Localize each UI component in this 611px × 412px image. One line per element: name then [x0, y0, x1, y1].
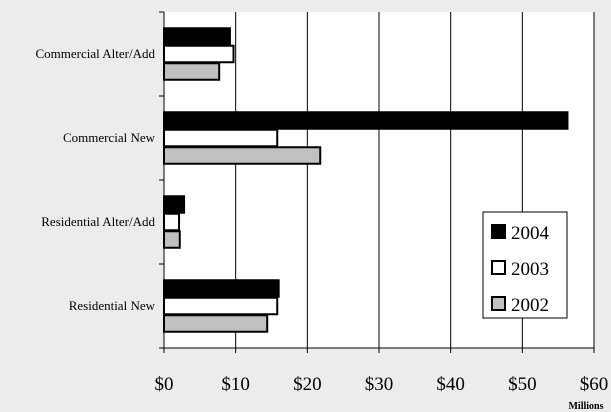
category-label: Residential New	[69, 298, 156, 313]
category-label: Commercial New	[63, 130, 156, 145]
bar-2004	[163, 111, 569, 130]
legend-label: 2002	[511, 295, 549, 316]
bar-2004	[163, 195, 186, 214]
x-tick-label: $60	[580, 374, 609, 395]
category-label: Commercial Alter/Add	[35, 46, 155, 61]
category-label: Residential Alter/Add	[41, 214, 155, 229]
x-tick-label: $30	[365, 374, 394, 395]
gridlines	[235, 12, 595, 348]
x-tick-label: $20	[293, 374, 322, 395]
legend-swatch	[491, 224, 506, 239]
x-tick-label: $40	[436, 374, 465, 395]
bar-2004	[163, 27, 231, 46]
bar-2002	[163, 230, 181, 249]
bar-2003	[163, 212, 181, 232]
legend-label: 2003	[511, 259, 549, 280]
bar-2004	[163, 279, 280, 298]
x-unit-label: Millions	[568, 401, 603, 412]
x-tick-labels: $0 $10 $20 $30 $40 $50 $60	[155, 374, 609, 395]
legend-swatch	[491, 260, 506, 275]
category-labels: Commercial Alter/Add Commercial New Reside…	[35, 46, 155, 313]
legend: 2004 2003 2002	[482, 211, 568, 319]
bar-2002	[163, 314, 269, 333]
x-tick-label: $0	[155, 374, 174, 395]
x-tick-label: $50	[508, 374, 537, 395]
axes	[159, 11, 595, 353]
x-tick-label: $10	[221, 374, 250, 395]
bar-2003	[163, 44, 235, 64]
bar-2002	[163, 62, 221, 81]
legend-label: 2004	[511, 223, 550, 244]
bar-2003	[163, 128, 279, 148]
bar-2002	[163, 146, 322, 165]
bar-2003	[163, 296, 279, 316]
legend-swatch	[491, 296, 506, 311]
